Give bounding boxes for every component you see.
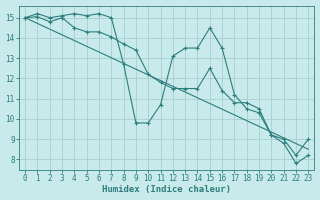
X-axis label: Humidex (Indice chaleur): Humidex (Indice chaleur) [102, 185, 231, 194]
